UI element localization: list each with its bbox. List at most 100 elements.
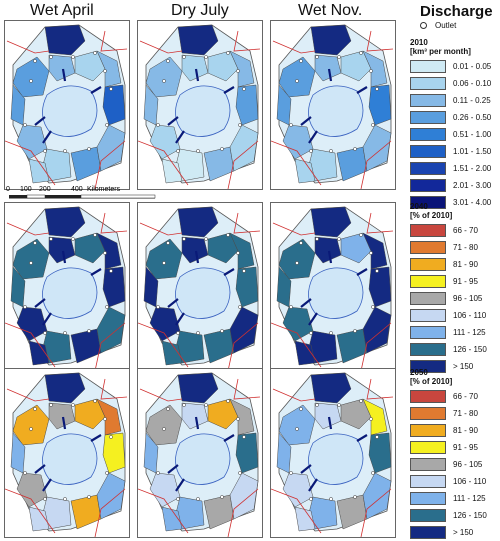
sub-basin bbox=[314, 54, 342, 82]
sub-basin bbox=[44, 372, 86, 404]
legend-swatch bbox=[410, 111, 446, 124]
outlet-marker bbox=[33, 241, 37, 245]
sub-basin bbox=[28, 506, 50, 532]
legend-item: 0.51 - 1.00 bbox=[410, 126, 498, 143]
outlet-marker bbox=[220, 147, 224, 151]
outlet-marker bbox=[103, 251, 107, 255]
scale-unit: Kilometers bbox=[87, 186, 121, 193]
legend-swatch bbox=[410, 526, 446, 539]
outlet-marker bbox=[156, 471, 160, 475]
sub-basin bbox=[207, 50, 239, 82]
sub-basin bbox=[229, 50, 255, 88]
sub-basin bbox=[74, 50, 106, 82]
basin-map bbox=[271, 372, 394, 537]
legend-swatch bbox=[410, 492, 446, 505]
legend-swatch bbox=[410, 475, 446, 488]
legend-items: 66 - 70 71 - 80 81 - 90 91 - 95 96 - 105 106 … bbox=[410, 222, 498, 375]
river-network bbox=[167, 250, 235, 326]
sub-basin bbox=[181, 54, 209, 82]
outlet-marker bbox=[299, 407, 303, 411]
outlet-marker bbox=[289, 123, 293, 127]
sub-basin bbox=[16, 472, 48, 508]
sub-basin bbox=[282, 306, 314, 342]
outlet-marker bbox=[166, 407, 170, 411]
legend-item: 0.06 - 0.10 bbox=[410, 75, 498, 92]
sub-basin bbox=[96, 232, 122, 270]
outlet-marker bbox=[71, 237, 75, 241]
sub-basin bbox=[161, 340, 183, 366]
outlet-marker bbox=[371, 471, 375, 475]
legend-label: 91 - 95 bbox=[453, 443, 478, 452]
legend-label: 96 - 105 bbox=[453, 294, 483, 303]
sub-basin bbox=[235, 84, 259, 126]
legend-2050: 2050 [% of 2010] 66 - 70 71 - 80 81 - 90 91… bbox=[410, 368, 498, 541]
scale-tick-400: 400 bbox=[71, 186, 83, 193]
outlet-marker bbox=[359, 233, 363, 237]
sub-basin bbox=[177, 206, 219, 238]
river-network bbox=[300, 250, 368, 326]
sub-basin bbox=[310, 206, 352, 238]
legend-label: 0.01 - 0.05 bbox=[453, 62, 492, 71]
legend-item: > 150 bbox=[410, 358, 498, 375]
outlet-marker bbox=[49, 55, 53, 59]
map-panel-2050-1 bbox=[137, 368, 263, 538]
legend-swatch bbox=[410, 179, 446, 192]
legend-label: > 150 bbox=[453, 362, 474, 371]
outlet-marker bbox=[196, 497, 200, 501]
outlet-marker bbox=[182, 237, 186, 241]
legend-label: 0.51 - 1.00 bbox=[453, 130, 492, 139]
sub-basin bbox=[48, 402, 76, 430]
legend-swatch bbox=[410, 77, 446, 90]
outlet-marker bbox=[105, 123, 109, 127]
legend-label: 1.01 - 1.50 bbox=[453, 147, 492, 156]
legend-label: 111 - 125 bbox=[453, 494, 486, 503]
sub-basin bbox=[149, 306, 181, 342]
lake bbox=[175, 85, 231, 137]
outlet-marker bbox=[162, 79, 166, 83]
country-border bbox=[271, 378, 394, 537]
column-title-wet-april: Wet April bbox=[30, 2, 94, 19]
outlet-marker bbox=[353, 329, 357, 333]
legend-label: 2.01 - 3.00 bbox=[453, 181, 492, 190]
outlet-marker bbox=[236, 417, 240, 421]
country-border bbox=[5, 212, 128, 371]
sub-basin bbox=[177, 372, 219, 404]
legend-unit: [km³ per month] bbox=[410, 47, 471, 56]
country-border bbox=[138, 212, 261, 371]
sub-basin bbox=[161, 158, 183, 184]
outlet-marker bbox=[196, 149, 200, 153]
outlet-marker bbox=[309, 331, 313, 335]
sub-basin bbox=[278, 404, 316, 446]
sub-basin bbox=[207, 398, 239, 430]
sub-basin bbox=[368, 266, 392, 308]
outlet-marker bbox=[33, 59, 37, 63]
outlet-marker bbox=[242, 87, 246, 91]
outlet-marker bbox=[242, 435, 246, 439]
basin-map bbox=[138, 206, 261, 371]
outlet-marker bbox=[63, 149, 67, 153]
legend-item: 126 - 150 bbox=[410, 507, 498, 524]
sub-basin bbox=[145, 238, 183, 280]
legend-label: 91 - 95 bbox=[453, 277, 478, 286]
outlet-marker bbox=[176, 497, 180, 501]
scale-tick-0: 0 bbox=[6, 186, 10, 193]
legend-item: 0.01 - 0.05 bbox=[410, 58, 498, 75]
sub-basin bbox=[235, 432, 259, 474]
sub-basin bbox=[74, 398, 106, 430]
sub-basin bbox=[362, 50, 388, 88]
sub-basin bbox=[294, 340, 316, 366]
outlet-marker bbox=[295, 261, 299, 265]
outlet-marker bbox=[329, 149, 333, 153]
sub-basin bbox=[181, 236, 209, 264]
outlet-marker bbox=[29, 79, 33, 83]
legend-swatch bbox=[410, 224, 446, 237]
map-panel-2010-1 bbox=[137, 20, 263, 190]
legend-label: 81 - 90 bbox=[453, 426, 478, 435]
legend-item: 66 - 70 bbox=[410, 388, 498, 405]
legend-label: 106 - 110 bbox=[453, 311, 487, 320]
lake bbox=[175, 267, 231, 319]
outlet-marker bbox=[329, 497, 333, 501]
sub-basin bbox=[102, 84, 126, 126]
outlet-marker bbox=[93, 399, 97, 403]
river-network bbox=[34, 250, 102, 326]
